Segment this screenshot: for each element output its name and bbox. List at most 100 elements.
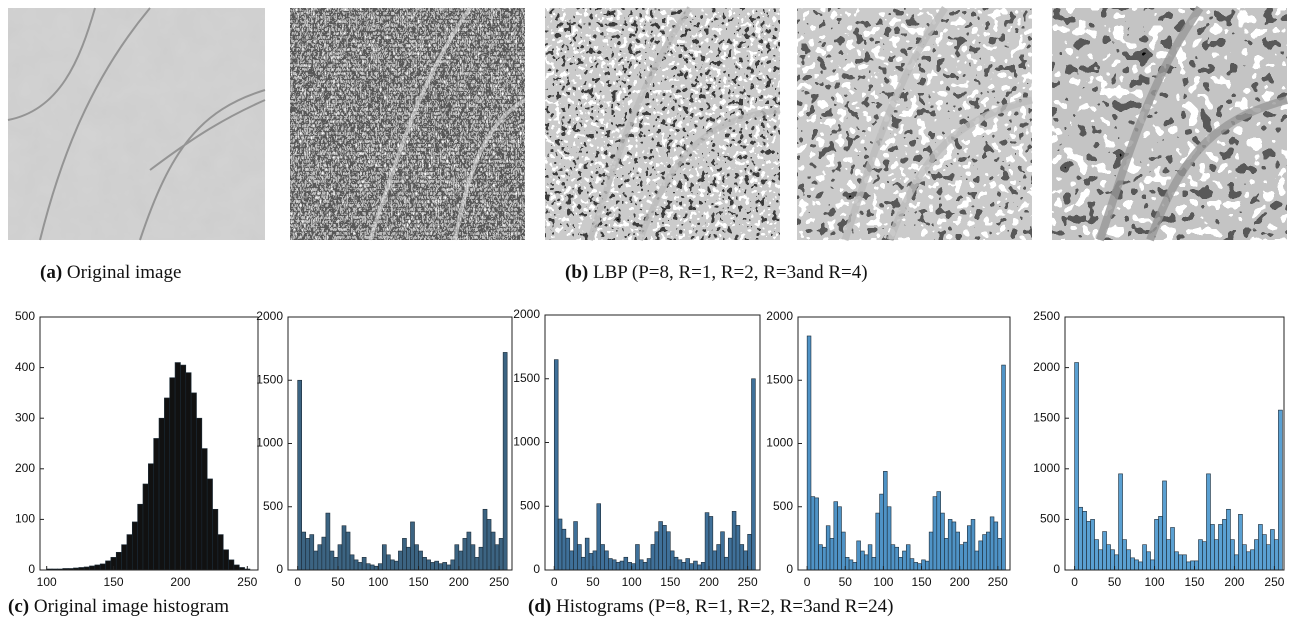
bar — [228, 559, 235, 571]
bar — [642, 562, 648, 571]
bar — [1138, 561, 1143, 571]
bar — [1198, 539, 1203, 571]
bar — [450, 559, 456, 571]
histogram: 0 500 1000 1500 2000 0 50 100 150 200 250 — [766, 309, 1011, 589]
bar — [1146, 551, 1151, 571]
bar — [446, 564, 452, 571]
y-tick-label: 0 — [786, 562, 793, 576]
bar — [180, 364, 187, 571]
bar — [369, 564, 375, 571]
bar — [1254, 539, 1259, 571]
bar — [377, 563, 383, 571]
x-tick-label: 200 — [170, 575, 190, 589]
bar — [345, 531, 351, 571]
image-original — [7, 7, 266, 241]
bar — [646, 558, 652, 571]
caption-label: (b) — [565, 262, 588, 283]
bar — [596, 503, 601, 571]
x-tick-label: 0 — [804, 575, 811, 589]
bar — [494, 544, 500, 571]
bar — [365, 563, 371, 571]
bar — [1274, 539, 1279, 571]
y-tick-label: 2000 — [513, 307, 540, 321]
bar — [1078, 506, 1083, 571]
bar — [631, 563, 636, 571]
bar — [386, 554, 391, 571]
bar — [747, 533, 752, 571]
bar — [635, 544, 640, 571]
y-tick-label: 500 — [263, 499, 283, 513]
bar — [426, 559, 431, 571]
histogram: 0 500 1000 1500 2000 0 50 100 150 200 250 — [256, 309, 513, 589]
bar — [1186, 561, 1191, 571]
bar — [1174, 551, 1179, 571]
y-tick-label: 1500 — [256, 372, 283, 386]
bar — [105, 560, 112, 571]
bar — [963, 541, 968, 571]
bar — [627, 562, 632, 571]
bar — [390, 559, 395, 571]
bar — [720, 531, 725, 571]
bar — [349, 554, 355, 571]
bar — [99, 563, 106, 571]
x-tick-label: 0 — [294, 575, 301, 589]
bar — [1278, 409, 1283, 571]
bar — [921, 559, 926, 571]
bar — [673, 556, 679, 571]
x-tick-label: 50 — [1108, 575, 1122, 589]
bar — [305, 538, 311, 571]
bar — [222, 549, 229, 571]
x-tick-label: 250 — [237, 575, 257, 589]
x-tick-label: 200 — [449, 575, 469, 589]
bar — [936, 491, 941, 571]
bar — [852, 562, 858, 571]
bar — [917, 563, 922, 571]
bar — [700, 562, 706, 571]
bar — [212, 508, 219, 571]
bar — [1214, 539, 1219, 571]
x-tick-label: 50 — [586, 575, 600, 589]
bar — [697, 564, 702, 571]
caption-text: LBP (P=8, R=1, R=2, R=3and R=4) — [593, 262, 868, 283]
bar — [1226, 508, 1231, 571]
bar — [1158, 516, 1163, 571]
bar — [402, 538, 407, 571]
y-tick-label: 300 — [15, 410, 35, 424]
bar — [196, 417, 203, 571]
axes-frame — [1064, 316, 1285, 571]
bar — [837, 506, 842, 571]
y-tick-label: 1000 — [1033, 461, 1060, 475]
bar — [174, 362, 181, 571]
bar — [438, 563, 444, 571]
bar — [1266, 544, 1271, 571]
bar — [997, 538, 1002, 571]
x-tick-label: 200 — [699, 575, 719, 589]
bar — [434, 560, 439, 571]
bar — [217, 534, 224, 571]
bar — [164, 397, 171, 571]
bar — [894, 546, 899, 571]
bar — [739, 544, 745, 571]
bar — [806, 335, 812, 571]
bar — [1082, 511, 1087, 571]
bar — [414, 544, 419, 571]
bar — [693, 560, 698, 571]
bar — [666, 531, 671, 571]
x-tick-label: 0 — [551, 575, 558, 589]
bar — [818, 544, 823, 571]
bar — [301, 531, 307, 571]
axes-frame — [287, 316, 513, 571]
y-tick-label: 500 — [1040, 512, 1060, 526]
x-tick-label: 100 — [368, 575, 388, 589]
bar — [611, 559, 617, 571]
bar — [470, 544, 476, 571]
bar — [913, 562, 919, 571]
caption-d: (d) Histograms (P=8, R=1, R=2, R=3and R=… — [528, 596, 894, 617]
bar — [94, 564, 101, 571]
bar — [848, 559, 854, 571]
bar — [121, 544, 128, 571]
bar — [608, 558, 613, 571]
bar — [993, 521, 999, 571]
bar — [329, 550, 335, 571]
bar — [126, 534, 133, 571]
